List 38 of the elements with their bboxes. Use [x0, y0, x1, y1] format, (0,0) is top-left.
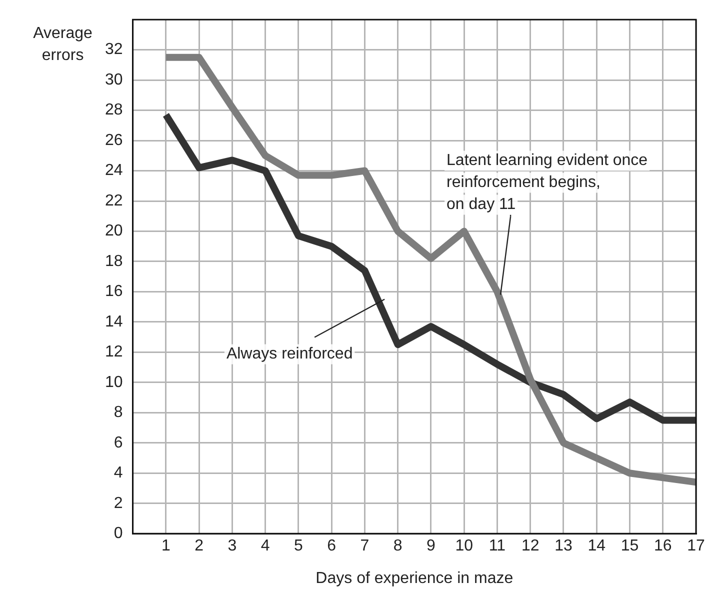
y-tick-label: 10	[105, 374, 123, 391]
y-tick-label: 2	[114, 494, 123, 512]
x-tick-label: 14	[588, 538, 606, 555]
x-tick-label: 15	[620, 538, 639, 555]
y-tick-label: 20	[105, 222, 123, 240]
y-tick-label: 8	[114, 404, 123, 422]
x-tick-label: 12	[521, 538, 540, 555]
y-tick-label: 12	[105, 344, 123, 361]
x-tick-label: 3	[228, 538, 237, 555]
y-tick-label: 0	[114, 525, 123, 542]
x-tick-label: 2	[194, 538, 204, 555]
y-axis-title: Average errors	[33, 25, 93, 64]
x-axis-title: Days of experience in maze	[316, 570, 514, 587]
x-tick-label: 10	[455, 538, 474, 555]
x-tick-label: 8	[393, 538, 402, 555]
x-tick-label: 16	[654, 538, 672, 555]
x-tick-label: 6	[327, 538, 336, 555]
x-tick-label: 7	[360, 538, 370, 555]
x-tick-label: 9	[426, 538, 436, 555]
x-tick-label: 1	[161, 538, 170, 555]
x-tick-label: 13	[554, 538, 572, 555]
y-tick-label: 24	[105, 162, 123, 180]
y-tick-label: 32	[105, 41, 123, 58]
y-tick-label: 4	[114, 464, 123, 482]
y-tick-label: 6	[114, 434, 123, 452]
y-tick-label: 18	[105, 252, 123, 270]
y-tick-label: 14	[105, 313, 123, 330]
y-tick-label: 16	[105, 283, 123, 300]
x-tick-label: 4	[260, 538, 270, 555]
y-tick-label: 30	[105, 71, 123, 88]
y-tick-label: 26	[105, 132, 123, 149]
x-tick-label: 11	[488, 538, 506, 555]
annotation: Always reinforced	[226, 346, 353, 363]
x-tick-label: 17	[687, 538, 705, 555]
y-tick-label: 22	[105, 192, 123, 210]
annotation: Latent learning evident once reinforcement begins, on day 11	[446, 152, 648, 214]
y-tick-label: 28	[105, 102, 123, 119]
x-tick-label: 5	[294, 538, 303, 555]
